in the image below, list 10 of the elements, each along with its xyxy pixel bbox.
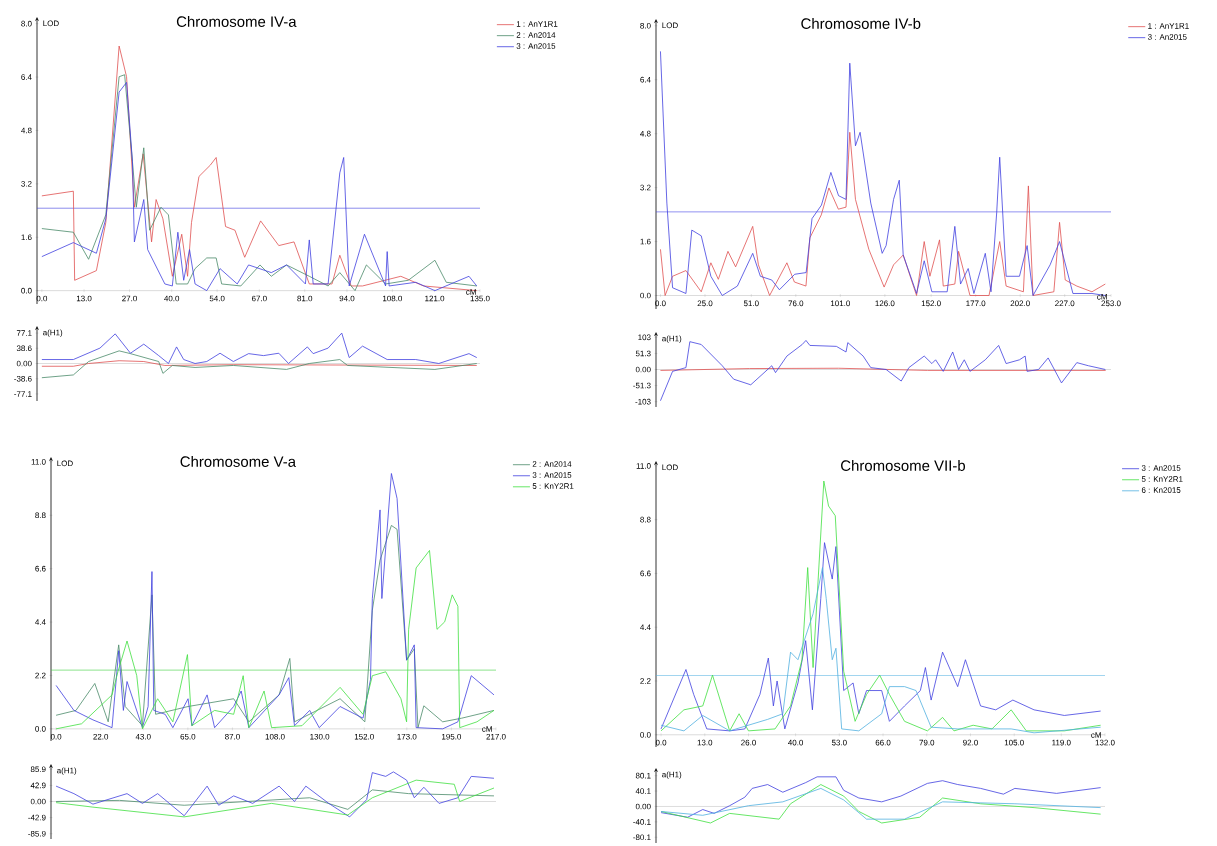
line-series	[55, 473, 495, 730]
line-series	[660, 131, 1106, 296]
line-series	[55, 789, 495, 810]
line-series	[55, 779, 495, 818]
chart-title: Chromosome V-a	[180, 455, 297, 467]
line-series	[660, 480, 1102, 732]
chart-title: Chromosome IV-a	[176, 15, 297, 27]
chart-title: Chromosome VII-b	[841, 459, 966, 471]
chart-title: Chromosome IV-b	[801, 17, 921, 29]
line-series	[41, 350, 478, 379]
